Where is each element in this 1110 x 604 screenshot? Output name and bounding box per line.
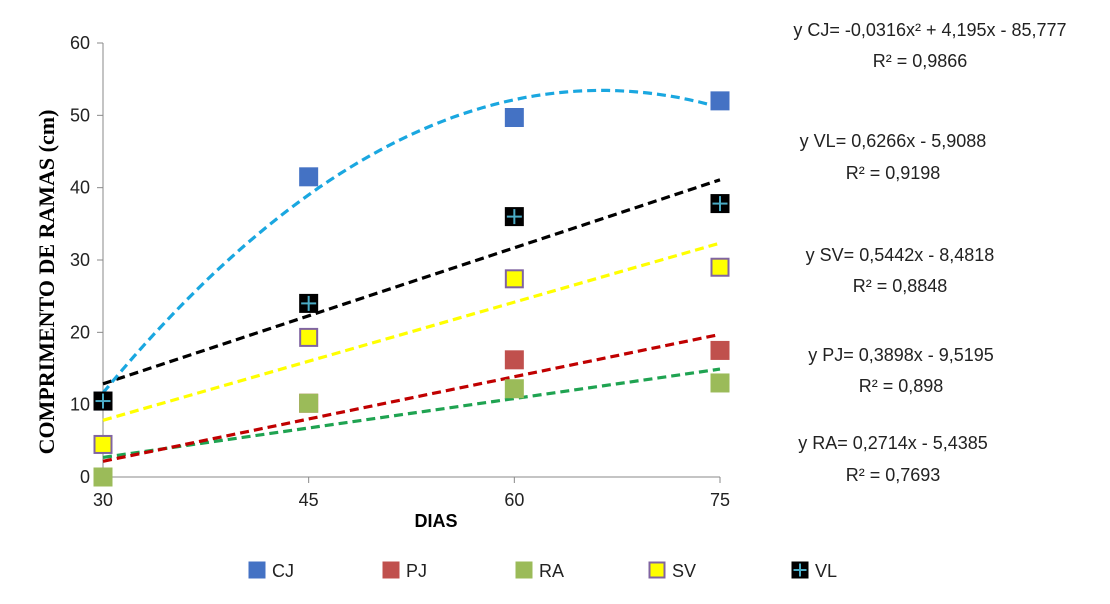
y-tick-label: 10 — [70, 395, 90, 415]
equation-vl: y VL= 0,6266x - 5,9088 R² = 0,9198 — [800, 131, 987, 183]
point-vl — [504, 207, 524, 227]
y-tick-label: 60 — [70, 33, 90, 53]
point-sv — [504, 269, 524, 289]
equation-sv: y SV= 0,5442x - 8,4818 R² = 0,8848 — [806, 245, 995, 296]
trendline-ra — [102, 367, 721, 459]
equation-cj: y CJ= -0,0316x² + 4,195x - 85,777 R² = 0… — [793, 20, 1066, 71]
legend-label-vl: VL — [815, 561, 837, 581]
x-tick-label: 60 — [504, 490, 524, 510]
trendline-vl — [102, 178, 721, 386]
y-axis-label: COMPRIMENTO DE RAMAS (cm) — [34, 110, 59, 455]
data-points — [93, 91, 730, 487]
legend-item-pj: PJ — [382, 561, 427, 581]
legend-label-ra: RA — [539, 561, 564, 581]
point-vl — [299, 293, 319, 313]
trendlines — [101, 88, 721, 463]
equation-sv-text: y SV= 0,5442x - 8,4818 — [806, 245, 995, 265]
legend-marker-sv — [648, 561, 666, 579]
y-tick-label: 0 — [80, 467, 90, 487]
x-axis-label: DIAS — [414, 511, 457, 531]
trendline-pj — [102, 332, 721, 463]
y-tick-label: 50 — [70, 105, 90, 125]
point-vl — [93, 391, 113, 411]
r2-pj-text: R² = 0,898 — [859, 376, 944, 396]
r2-ra-text: R² = 0,7693 — [846, 465, 941, 485]
x-tick-label: 30 — [93, 490, 113, 510]
equation-pj: y PJ= 0,3898x - 9,5195 R² = 0,898 — [808, 345, 994, 396]
axes: 0 10 20 30 40 50 60 30 45 60 75 — [70, 33, 730, 510]
legend-marker-vl — [791, 561, 809, 579]
point-pj — [504, 350, 524, 370]
legend-marker-ra — [515, 561, 533, 579]
legend-item-cj: CJ — [248, 561, 294, 581]
x-tick-label: 75 — [710, 490, 730, 510]
point-cj — [504, 108, 524, 128]
y-tick-label: 40 — [70, 178, 90, 198]
legend-marker-cj — [248, 561, 266, 579]
point-ra — [93, 467, 113, 487]
equation-cj-text: y CJ= -0,0316x² + 4,195x - 85,777 — [793, 20, 1066, 40]
point-pj — [710, 340, 730, 360]
legend-label-cj: CJ — [272, 561, 294, 581]
legend-item-ra: RA — [515, 561, 564, 581]
point-ra — [504, 379, 524, 399]
point-ra — [710, 373, 730, 393]
y-tick-label: 20 — [70, 322, 90, 342]
equation-pj-text: y PJ= 0,3898x - 9,5195 — [808, 345, 994, 365]
r2-vl-text: R² = 0,9198 — [846, 163, 941, 183]
r2-cj-text: R² = 0,9866 — [873, 51, 968, 71]
x-tick-label: 45 — [299, 490, 319, 510]
equation-ra: y RA= 0,2714x - 5,4385 R² = 0,7693 — [798, 433, 988, 485]
legend-label-sv: SV — [672, 561, 696, 581]
point-ra — [299, 393, 319, 413]
point-sv — [93, 434, 113, 454]
point-cj — [710, 91, 730, 111]
trendline-sv — [102, 241, 721, 422]
equation-vl-text: y VL= 0,6266x - 5,9088 — [800, 131, 987, 151]
trendline-cj — [101, 88, 721, 394]
point-sv — [299, 327, 319, 347]
equation-ra-text: y RA= 0,2714x - 5,4385 — [798, 433, 988, 453]
legend-item-sv: SV — [648, 561, 696, 581]
y-tick-label: 30 — [70, 250, 90, 270]
point-vl — [710, 194, 730, 214]
point-cj — [299, 167, 319, 187]
r2-sv-text: R² = 0,8848 — [853, 276, 948, 296]
legend: CJ PJ RA SV VL — [248, 561, 837, 581]
point-sv — [710, 257, 730, 277]
legend-marker-pj — [382, 561, 400, 579]
legend-item-vl: VL — [791, 561, 837, 581]
legend-label-pj: PJ — [406, 561, 427, 581]
